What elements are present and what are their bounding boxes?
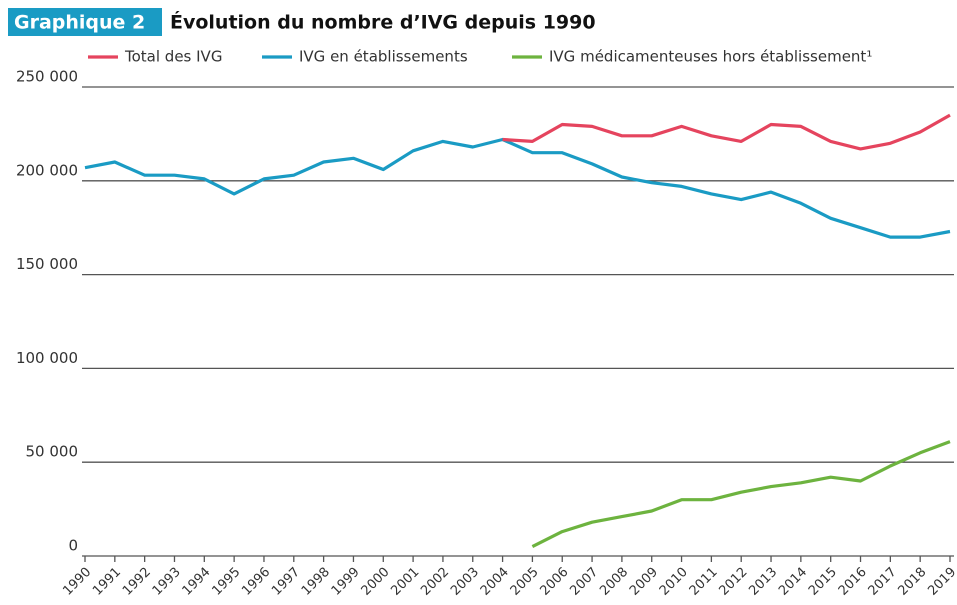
chart: Graphique 2 Évolution du nombre d’IVG de…: [0, 0, 957, 605]
x-tick-label: 2019: [925, 565, 957, 599]
legend-label: IVG en établissements: [299, 48, 468, 66]
y-tick-label: 150 000: [16, 255, 78, 273]
x-tick-label: 2008: [597, 565, 631, 599]
x-tick-label: 1992: [120, 565, 154, 599]
badge: Graphique 2: [14, 12, 145, 34]
x-tick-label: 2016: [836, 565, 870, 599]
x-tick-label: 1998: [299, 565, 333, 599]
legend-label: Total des IVG: [124, 48, 222, 66]
x-tick-label: 1990: [60, 565, 94, 599]
x-tick-label: 2003: [448, 565, 482, 599]
x-tick-label: 2015: [806, 565, 840, 599]
x-tick-label: 2001: [388, 565, 422, 599]
x-tick-label: 2002: [418, 565, 452, 599]
y-tick-label: 200 000: [16, 161, 78, 179]
x-tick-label: 1995: [209, 565, 243, 599]
x-tick-label: 2011: [687, 565, 721, 599]
x-tick-label: 2012: [717, 565, 751, 599]
y-tick-label: 250 000: [16, 68, 78, 86]
x-tick-label: 2000: [359, 565, 393, 599]
series-line: [532, 442, 950, 547]
series-line: [85, 140, 950, 238]
x-tick-label: 1991: [90, 565, 124, 599]
chart-title: Évolution du nombre d’IVG depuis 1990: [170, 11, 596, 34]
y-tick-label: 50 000: [26, 443, 79, 461]
x-tick-label: 1994: [180, 565, 214, 599]
x-tick-label: 1997: [269, 565, 303, 599]
x-tick-label: 1996: [239, 565, 273, 599]
x-tick-label: 2017: [866, 565, 900, 599]
x-tick-label: 2014: [776, 565, 810, 599]
x-tick-label: 2004: [478, 565, 512, 599]
x-tick-label: 2006: [538, 565, 572, 599]
y-tick-label: 100 000: [16, 349, 78, 367]
legend-label: IVG médicamenteuses hors établissement¹: [549, 48, 872, 66]
x-tick-label: 2009: [627, 565, 661, 599]
y-tick-label: 0: [68, 537, 78, 555]
x-tick-label: 1999: [329, 565, 363, 599]
x-tick-label: 2007: [567, 565, 601, 599]
x-tick-label: 1993: [150, 565, 184, 599]
x-tick-label: 2005: [508, 565, 542, 599]
series-line: [503, 115, 950, 149]
x-tick-label: 2010: [657, 565, 691, 599]
x-tick-label: 2013: [746, 565, 780, 599]
x-tick-label: 2018: [895, 565, 929, 599]
